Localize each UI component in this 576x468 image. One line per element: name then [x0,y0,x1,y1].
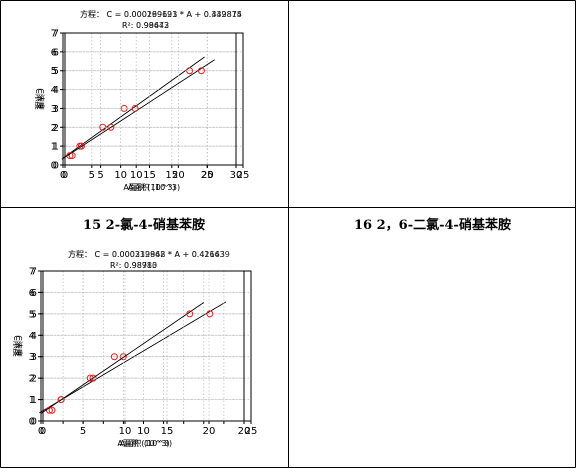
y-tick-label: 4 [53,85,59,96]
r-squared-text: R²: 0.99472 [122,21,169,30]
y-tick-label: 7 [31,267,37,278]
y-tick-label: 2 [51,123,57,134]
x-tick-label: 10 [114,170,127,181]
y-tick-label: 2 [31,374,37,385]
equation-text: 方程： C = 0.000199121 * A + 0.342874 [80,9,242,19]
y-tick-label: 3 [29,352,35,363]
y-tick-label: 0 [51,161,57,172]
x-tick-label: 20 [201,170,214,181]
x-axis-label: A面积 (10^3) [117,438,169,448]
data-point [110,353,118,361]
y-tick-label: 2 [29,374,35,385]
data-point [186,310,194,318]
y-tick-label: 0 [29,417,35,428]
x-tick-label: 10 [137,426,150,437]
chart-caption-16: 16 2，6-二氯-4-硝基苯胺 [354,218,511,233]
data-point [77,142,85,150]
x-tick-label: 20 [238,426,251,437]
x-tick-label: 0 [60,170,66,181]
x-tick-label: 5 [89,170,95,181]
regression-line [40,302,205,414]
plot-area-frame [40,270,252,422]
chart-2: 方程： C = 0.000199121 * A + 0.342874 R²: 0.… [34,9,242,192]
x-axis-label: A面积 (10^3) [123,182,175,192]
y-tick-label: 6 [31,288,37,299]
equation-text: 方程： C = 0.000319862 * A + 0.411639 [68,249,230,259]
x-tick-label: 10 [130,170,143,181]
y-tick-label: 0 [53,161,59,172]
y-tick-label: 4 [31,331,37,342]
chart-4: 方程： C = 0.000319862 * A + 0.411639 R²: 0.… [14,249,250,448]
chart-cell-2: 方程： C = 0.000199121 * A + 0.342874 R²: 0.… [34,0,576,207]
chart-cell-4: 方程： C = 0.000319862 * A + 0.411639 R²: 0.… [14,240,576,467]
y-tick-label: 1 [29,395,35,406]
y-tick-label: 7 [53,29,59,40]
y-tick-label: 5 [51,66,57,77]
y-tick-label: 5 [29,309,35,320]
y-axis-label: C浓度 [14,335,24,357]
y-tick-label: 5 [53,66,59,77]
y-tick-label: 4 [51,85,57,96]
x-tick-label: 30 [230,170,243,181]
x-axis-label: A面积 (10^3) [120,438,172,448]
r-squared-text: R²: 0.98643 [122,21,169,30]
equation-text: 方程： C = 0.000269693 * A + 0.439815 [80,9,242,19]
y-tick-label: 1 [51,142,57,153]
x-tick-label: 20 [203,426,216,437]
x-tick-label: 20 [172,170,185,181]
y-tick-label: 1 [31,395,37,406]
data-point [197,67,205,75]
x-tick-label: 25 [245,426,258,437]
y-tick-label: 6 [51,47,57,58]
y-tick-label: 7 [29,267,35,278]
x-tick-label: 15 [165,170,178,181]
x-tick-label: 5 [97,170,103,181]
data-point [86,374,94,382]
y-tick-label: 6 [53,47,59,58]
chart-caption-15: 15 2-氯-4-硝基苯胺 [83,218,205,233]
y-axis-label: C浓度 [12,335,22,357]
y-axis-label: C浓度 [34,88,44,110]
x-tick-label: 15 [143,170,156,181]
x-tick-label: 0 [62,170,68,181]
y-tick-label: 4 [29,331,35,342]
data-point [66,152,74,160]
y-tick-label: 2 [53,123,59,134]
y-tick-label: 0 [31,417,37,428]
x-tick-label: 15 [161,426,174,437]
y-tick-label: 7 [51,29,57,40]
x-tick-label: 25 [237,170,250,181]
r-squared-text: R²: 0.98910 [110,261,157,270]
regression-line [63,56,205,159]
data-point [131,104,139,112]
y-tick-label: 3 [53,104,59,115]
x-axis-label: A面积 (10^3) [128,182,180,192]
x-tick-label: 10 [119,426,132,437]
x-tick-label: 0 [40,426,46,437]
y-tick-label: 3 [51,104,57,115]
data-point [107,123,115,131]
data-point [206,310,214,318]
y-tick-label: 5 [31,309,37,320]
r-squared-text: R²: 0.98783 [110,261,157,270]
y-axis-label: C浓度 [36,88,46,110]
x-tick-label: 25 [201,170,214,181]
y-tick-label: 3 [31,352,37,363]
x-tick-label: 0 [38,426,44,437]
data-point [48,406,56,414]
y-tick-label: 6 [29,288,35,299]
data-point [57,396,65,404]
y-tick-label: 1 [53,142,59,153]
equation-text: 方程： C = 0.000232948 * A + 0.42643 [68,249,225,259]
x-tick-label: 5 [80,426,86,437]
regression-line [39,301,227,414]
